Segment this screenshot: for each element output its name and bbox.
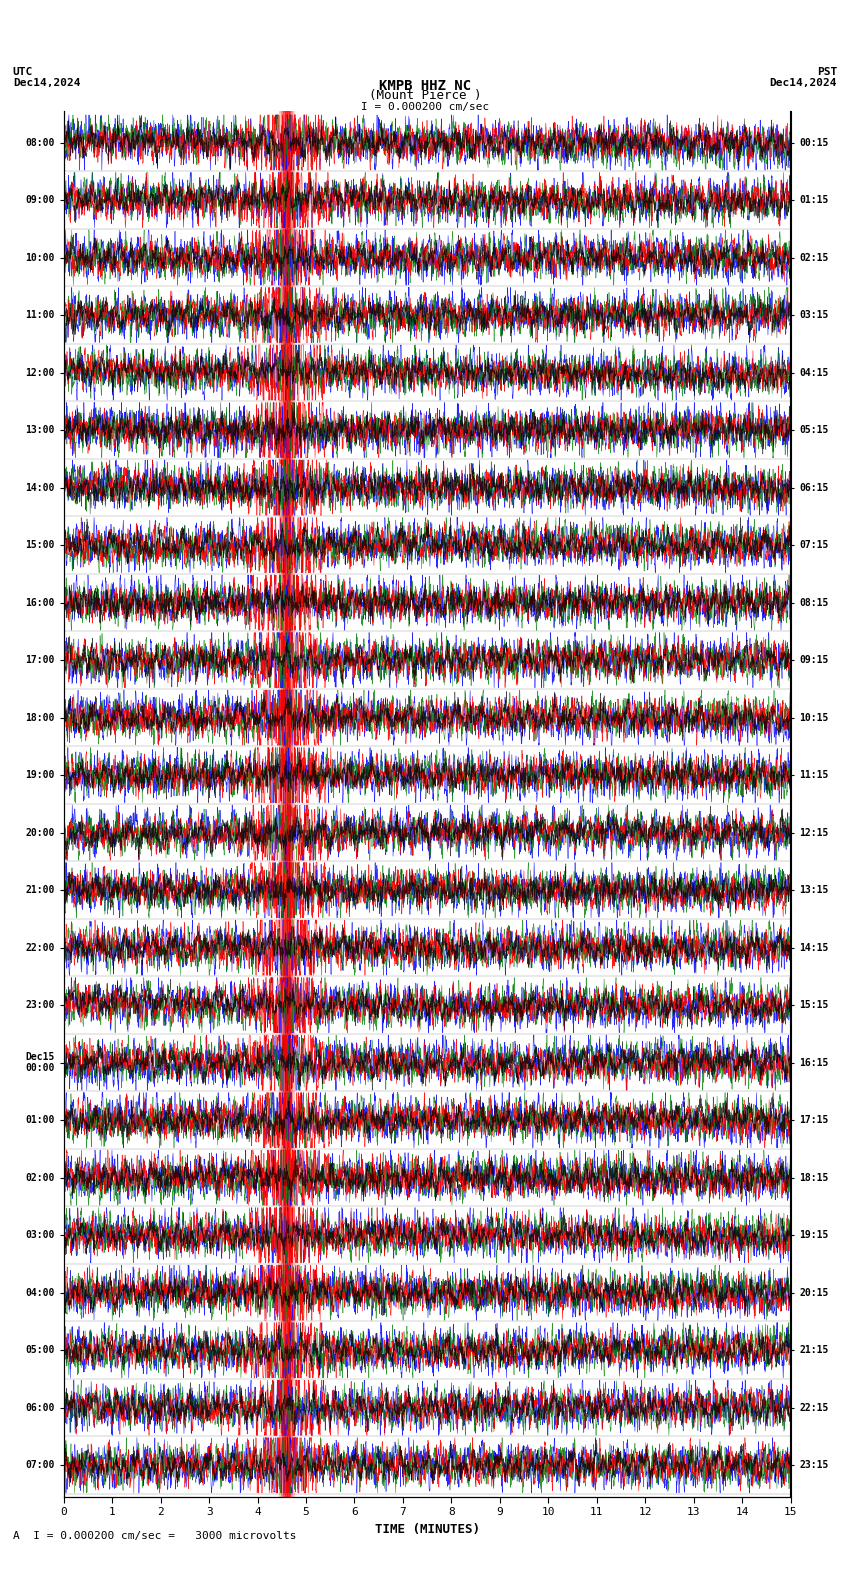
X-axis label: TIME (MINUTES): TIME (MINUTES): [375, 1522, 479, 1536]
Bar: [288, 111, 292, 1497]
Text: Dec14,2024: Dec14,2024: [770, 78, 837, 87]
Bar: [283, 111, 286, 1497]
Text: (Mount Pierce ): (Mount Pierce ): [369, 89, 481, 101]
Bar: [285, 111, 288, 1497]
Bar: [280, 111, 285, 1497]
Text: Dec14,2024: Dec14,2024: [13, 78, 80, 87]
Text: KMPB HHZ NC: KMPB HHZ NC: [379, 79, 471, 92]
Bar: [279, 111, 283, 1497]
Bar: [291, 111, 294, 1497]
Text: UTC: UTC: [13, 67, 33, 76]
Text: I = 0.000200 cm/sec: I = 0.000200 cm/sec: [361, 101, 489, 111]
Bar: [286, 111, 291, 1497]
Text: PST: PST: [817, 67, 837, 76]
Text: A  I = 0.000200 cm/sec =   3000 microvolts: A I = 0.000200 cm/sec = 3000 microvolts: [13, 1532, 297, 1541]
